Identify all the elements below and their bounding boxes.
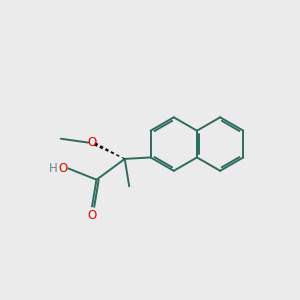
Text: H: H — [48, 162, 57, 175]
Text: O: O — [58, 162, 68, 175]
Text: O: O — [87, 136, 97, 149]
Text: O: O — [87, 209, 97, 222]
